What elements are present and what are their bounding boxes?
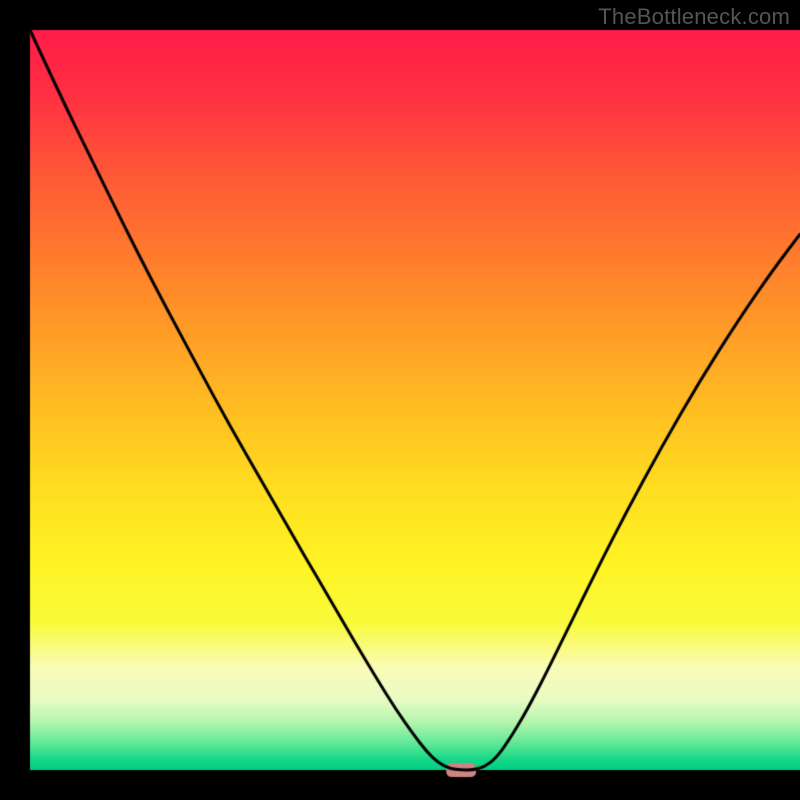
- chart-stage: TheBottleneck.com: [0, 0, 800, 800]
- curve-canvas: [0, 0, 800, 800]
- watermark-text: TheBottleneck.com: [598, 4, 790, 30]
